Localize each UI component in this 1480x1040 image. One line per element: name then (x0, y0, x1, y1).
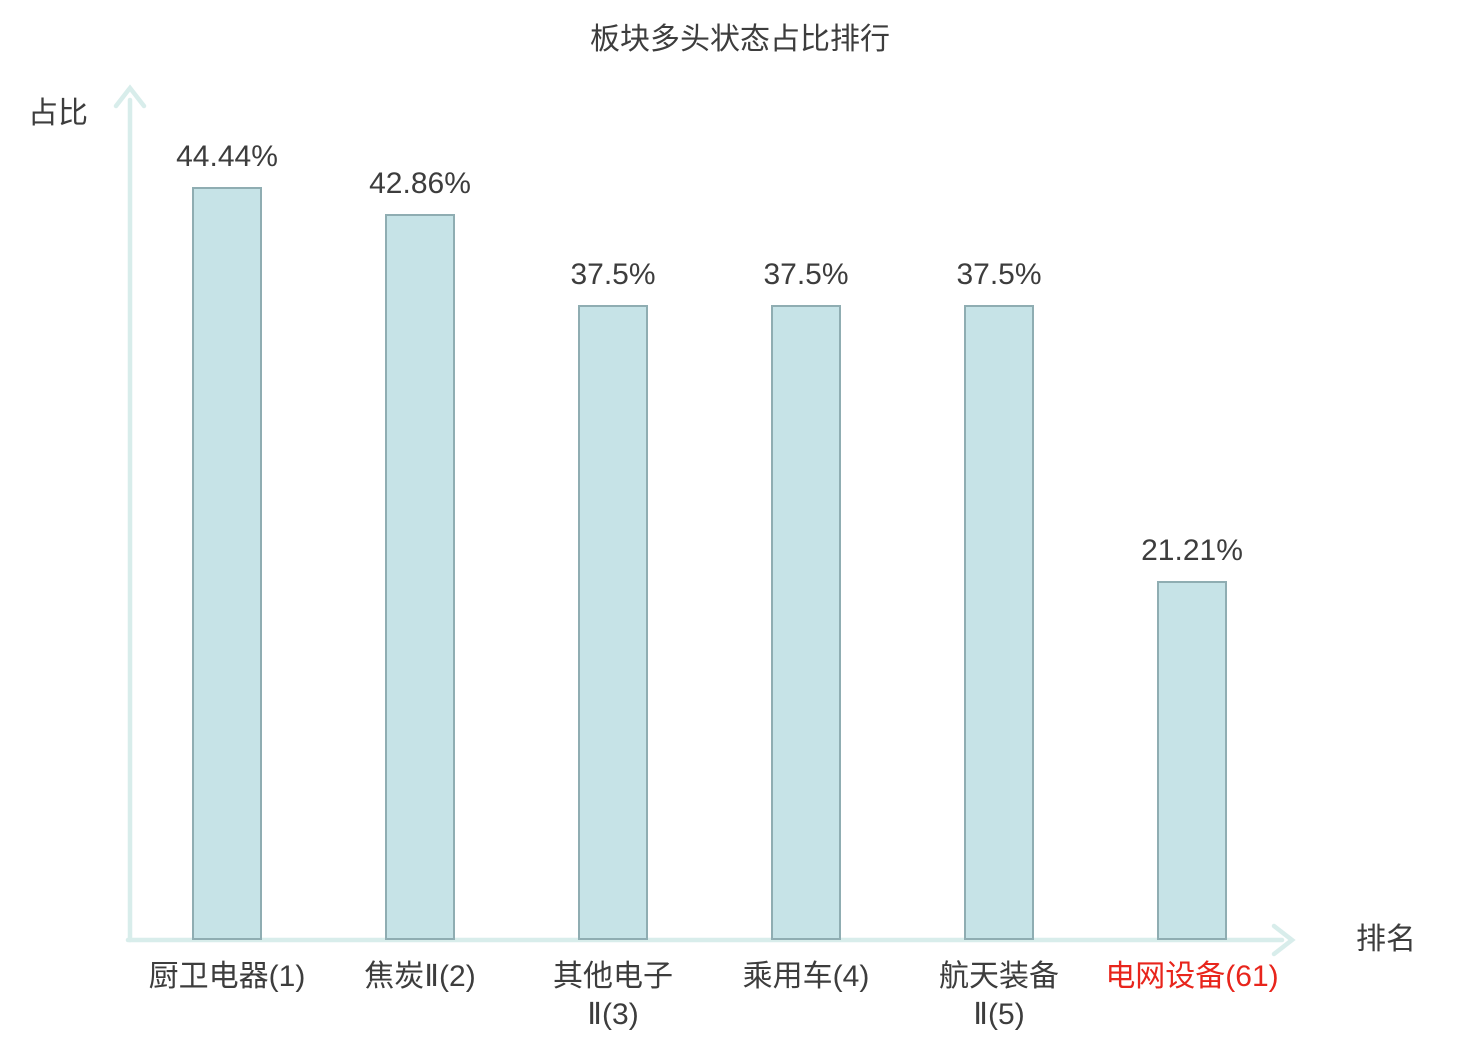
bar-value-label: 44.44% (176, 140, 278, 173)
bar (385, 214, 455, 940)
category-label: 电网设备(61) (1105, 960, 1279, 993)
bar-value-label: 37.5% (570, 258, 656, 291)
bar-value-label: 42.86% (369, 167, 471, 200)
bar (964, 305, 1034, 940)
bar-value-label: 21.21% (1141, 534, 1243, 567)
bar (192, 187, 262, 940)
bar (771, 305, 841, 940)
bar (1157, 581, 1227, 940)
category-label: 厨卫电器(1) (148, 960, 306, 993)
x-axis-arrow-icon (1271, 923, 1296, 957)
y-axis-arrow-icon (113, 84, 147, 109)
y-axis-title: 占比 (28, 97, 88, 130)
bar-value-label: 37.5% (763, 258, 849, 291)
chart-title: 板块多头状态占比排行 (590, 23, 890, 56)
category-label: 航天装备 Ⅱ(5) (939, 960, 1059, 1031)
bar (578, 305, 648, 940)
category-label: 乘用车(4) (742, 960, 870, 993)
category-label: 其他电子 Ⅱ(3) (553, 960, 673, 1031)
x-axis-title: 排名 (1356, 923, 1416, 956)
category-label: 焦炭Ⅱ(2) (364, 960, 476, 993)
bar-value-label: 37.5% (956, 258, 1042, 291)
